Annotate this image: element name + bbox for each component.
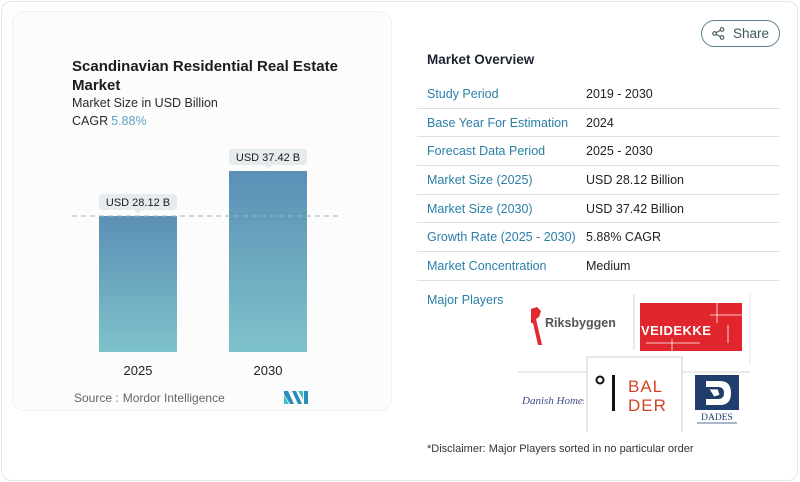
overview-key: Market Concentration [427, 258, 547, 273]
overview-row: Market Size (2025) USD 28.12 Billion [417, 166, 779, 195]
share-button[interactable]: Share [701, 20, 780, 47]
player-logo-veidekke[interactable]: VEIDEKKE [640, 303, 742, 351]
major-players-grid [518, 294, 751, 432]
source-value: Mordor Intelligence [122, 391, 225, 405]
chart-subtitle: Market Size in USD Billion [72, 96, 218, 110]
overview-value: 2025 - 2030 [586, 144, 653, 159]
x-tick-label: 2025 [124, 363, 153, 378]
dades-text: DADES [701, 413, 733, 423]
overview-row: Market Concentration Medium [417, 252, 779, 281]
data-label-pointer [134, 209, 142, 214]
data-label-pointer [264, 165, 272, 169]
riksbyggen-text: Riksbyggen [545, 316, 616, 330]
overview-row: Forecast Data Period 2025 - 2030 [417, 137, 779, 167]
bar-chart: USD 28.12 B USD 37.42 B 2025 2030 [72, 149, 338, 378]
overview-value: 2024 [586, 115, 614, 130]
cagr-label: CAGR [72, 114, 109, 128]
mordor-intelligence-logo-icon [284, 391, 308, 404]
overview-value: USD 37.42 Billion [586, 201, 684, 216]
overview-key: Base Year For Estimation [427, 115, 569, 130]
data-label-bg [229, 149, 307, 165]
overview-key: Study Period [427, 86, 499, 101]
bar-2030 [229, 171, 307, 352]
chart-card [12, 11, 392, 411]
overview-value: 2019 - 2030 [586, 86, 653, 101]
overview-key: Growth Rate (2025 - 2030) [427, 230, 576, 245]
balder-text-2: DER [628, 396, 667, 415]
balder-text-1: BAL [628, 377, 663, 396]
overview-row: Growth Rate (2025 - 2030) 5.88% CAGR [417, 223, 779, 253]
cagr-value: 5.88% [111, 114, 147, 128]
overview-key: Market Size (2030) [427, 201, 533, 216]
player-logo-dades[interactable]: DADES [694, 375, 740, 425]
bar-2025 [99, 215, 177, 352]
overview-value: 5.88% CAGR [586, 230, 662, 245]
x-tick-label: 2030 [254, 363, 283, 378]
overview-value: USD 28.12 Billion [586, 172, 684, 187]
overview-table: Study Period 2019 - 2030 Base Year For Es… [417, 80, 779, 281]
source-label: Source : [74, 391, 119, 405]
source-text: Source : Mordor Intelligence [74, 391, 225, 405]
major-players-label: Major Players [427, 293, 504, 307]
data-label: USD 37.42 B [236, 152, 300, 164]
share-icon [712, 27, 725, 40]
overview-row: Base Year For Estimation 2024 [417, 109, 779, 138]
overview-key: Forecast Data Period [427, 144, 546, 159]
data-label-bg [99, 193, 177, 210]
chart-title: Scandinavian Residential Real Estate Mar… [72, 58, 338, 94]
overview-row: Study Period 2019 - 2030 [417, 80, 779, 109]
veidekke-text: VEIDEKKE [641, 323, 711, 338]
overview-title: Market Overview [427, 52, 535, 67]
disclaimer-text: *Disclaimer: Major Players sorted in no … [427, 443, 694, 455]
share-label: Share [732, 26, 770, 41]
data-label: USD 28.12 B [106, 197, 170, 209]
player-logo-riksbyggen[interactable]: Riksbyggen [528, 305, 624, 347]
player-logo-danish-homes[interactable]: Danish Homes [520, 372, 587, 422]
cagr-text: CAGR 5.88% [72, 114, 147, 128]
player-logo-balder[interactable]: BAL DER [590, 360, 678, 420]
danish-homes-text: Danish Homes [521, 395, 584, 407]
overview-value: Medium [586, 258, 631, 273]
overview-key: Market Size (2025) [427, 172, 533, 187]
overview-row: Market Size (2030) USD 37.42 Billion [417, 195, 779, 224]
